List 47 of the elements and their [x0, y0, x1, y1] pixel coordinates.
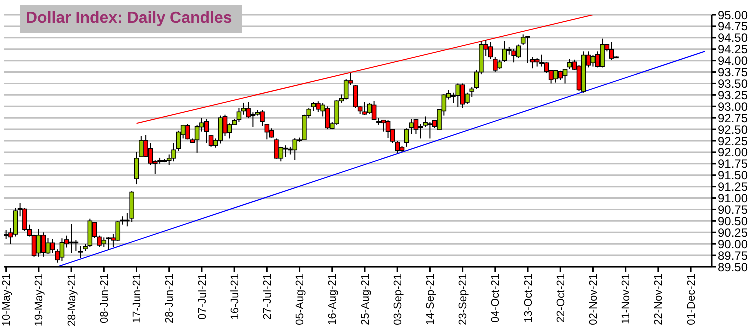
- candlestick: [264, 124, 270, 140]
- y-tick-label: 89.50: [718, 260, 748, 274]
- x-tick-label: 19-May-21: [34, 274, 46, 327]
- y-tick-label: 95.00: [718, 8, 748, 22]
- candlestick: [106, 236, 112, 251]
- y-tick-label: 90.50: [718, 214, 748, 228]
- y-tick-label: 94.25: [718, 42, 748, 57]
- x-tick-label: 03-Sep-21: [392, 274, 404, 326]
- x-tick-label: 23-Sep-21: [458, 274, 470, 326]
- x-tick-label: 16-Aug-21: [327, 274, 340, 326]
- x-tick-label: 01-Dec-21: [686, 274, 698, 326]
- chart-title: Dollar Index: Daily Candles: [20, 5, 242, 33]
- x-tick-label: 08-Jun-21: [98, 274, 111, 324]
- candlestick: [269, 128, 274, 138]
- candlestick: [530, 56, 536, 70]
- x-tick-label: 28-May-21: [66, 274, 78, 327]
- x-tick-label: 28-Jun-21: [164, 274, 176, 324]
- y-tick-label: 90.00: [718, 237, 748, 252]
- candlestick: [353, 84, 358, 109]
- y-tick-label: 92.00: [718, 146, 748, 160]
- x-tick-label: 10-May-21: [1, 274, 14, 327]
- x-tick-label: 02-Nov-21: [588, 274, 600, 326]
- y-tick-label: 92.50: [718, 122, 748, 137]
- x-tick-label: 13-Oct-21: [522, 274, 535, 323]
- y-tick-label: 91.50: [718, 168, 748, 183]
- y-tick-label: 93.25: [718, 88, 748, 102]
- x-tick-label: 05-Aug-21: [294, 274, 307, 326]
- x-tick-label: 22-Oct-21: [555, 274, 568, 323]
- y-tick-label: 90.25: [718, 226, 748, 240]
- x-tick-label: 22-Nov-21: [653, 274, 666, 326]
- x-tick-label: 07-Jul-21: [196, 274, 209, 320]
- y-tick-label: 92.75: [718, 111, 748, 126]
- y-tick-label: 94.50: [718, 31, 748, 46]
- x-tick-label: 27-Jul-21: [262, 274, 274, 320]
- y-tick-label: 94.75: [718, 20, 748, 34]
- y-tick-label: 94.00: [718, 54, 748, 68]
- y-tick-label: 92.25: [718, 134, 748, 148]
- x-tick-label: 17-Jun-21: [132, 274, 144, 324]
- y-tick-label: 91.75: [718, 157, 748, 172]
- y-tick-label: 91.25: [718, 180, 748, 194]
- x-tick-label: 04-Oct-21: [490, 274, 502, 323]
- x-tick-label: 14-Sep-21: [425, 274, 438, 326]
- x-tick-label: 16-Jul-21: [229, 274, 242, 320]
- y-tick-label: 93.00: [718, 100, 748, 114]
- x-tick-label: 11-Nov-21: [620, 274, 633, 325]
- x-tick-label: 25-Aug-21: [360, 274, 372, 326]
- y-tick-label: 89.75: [718, 248, 748, 263]
